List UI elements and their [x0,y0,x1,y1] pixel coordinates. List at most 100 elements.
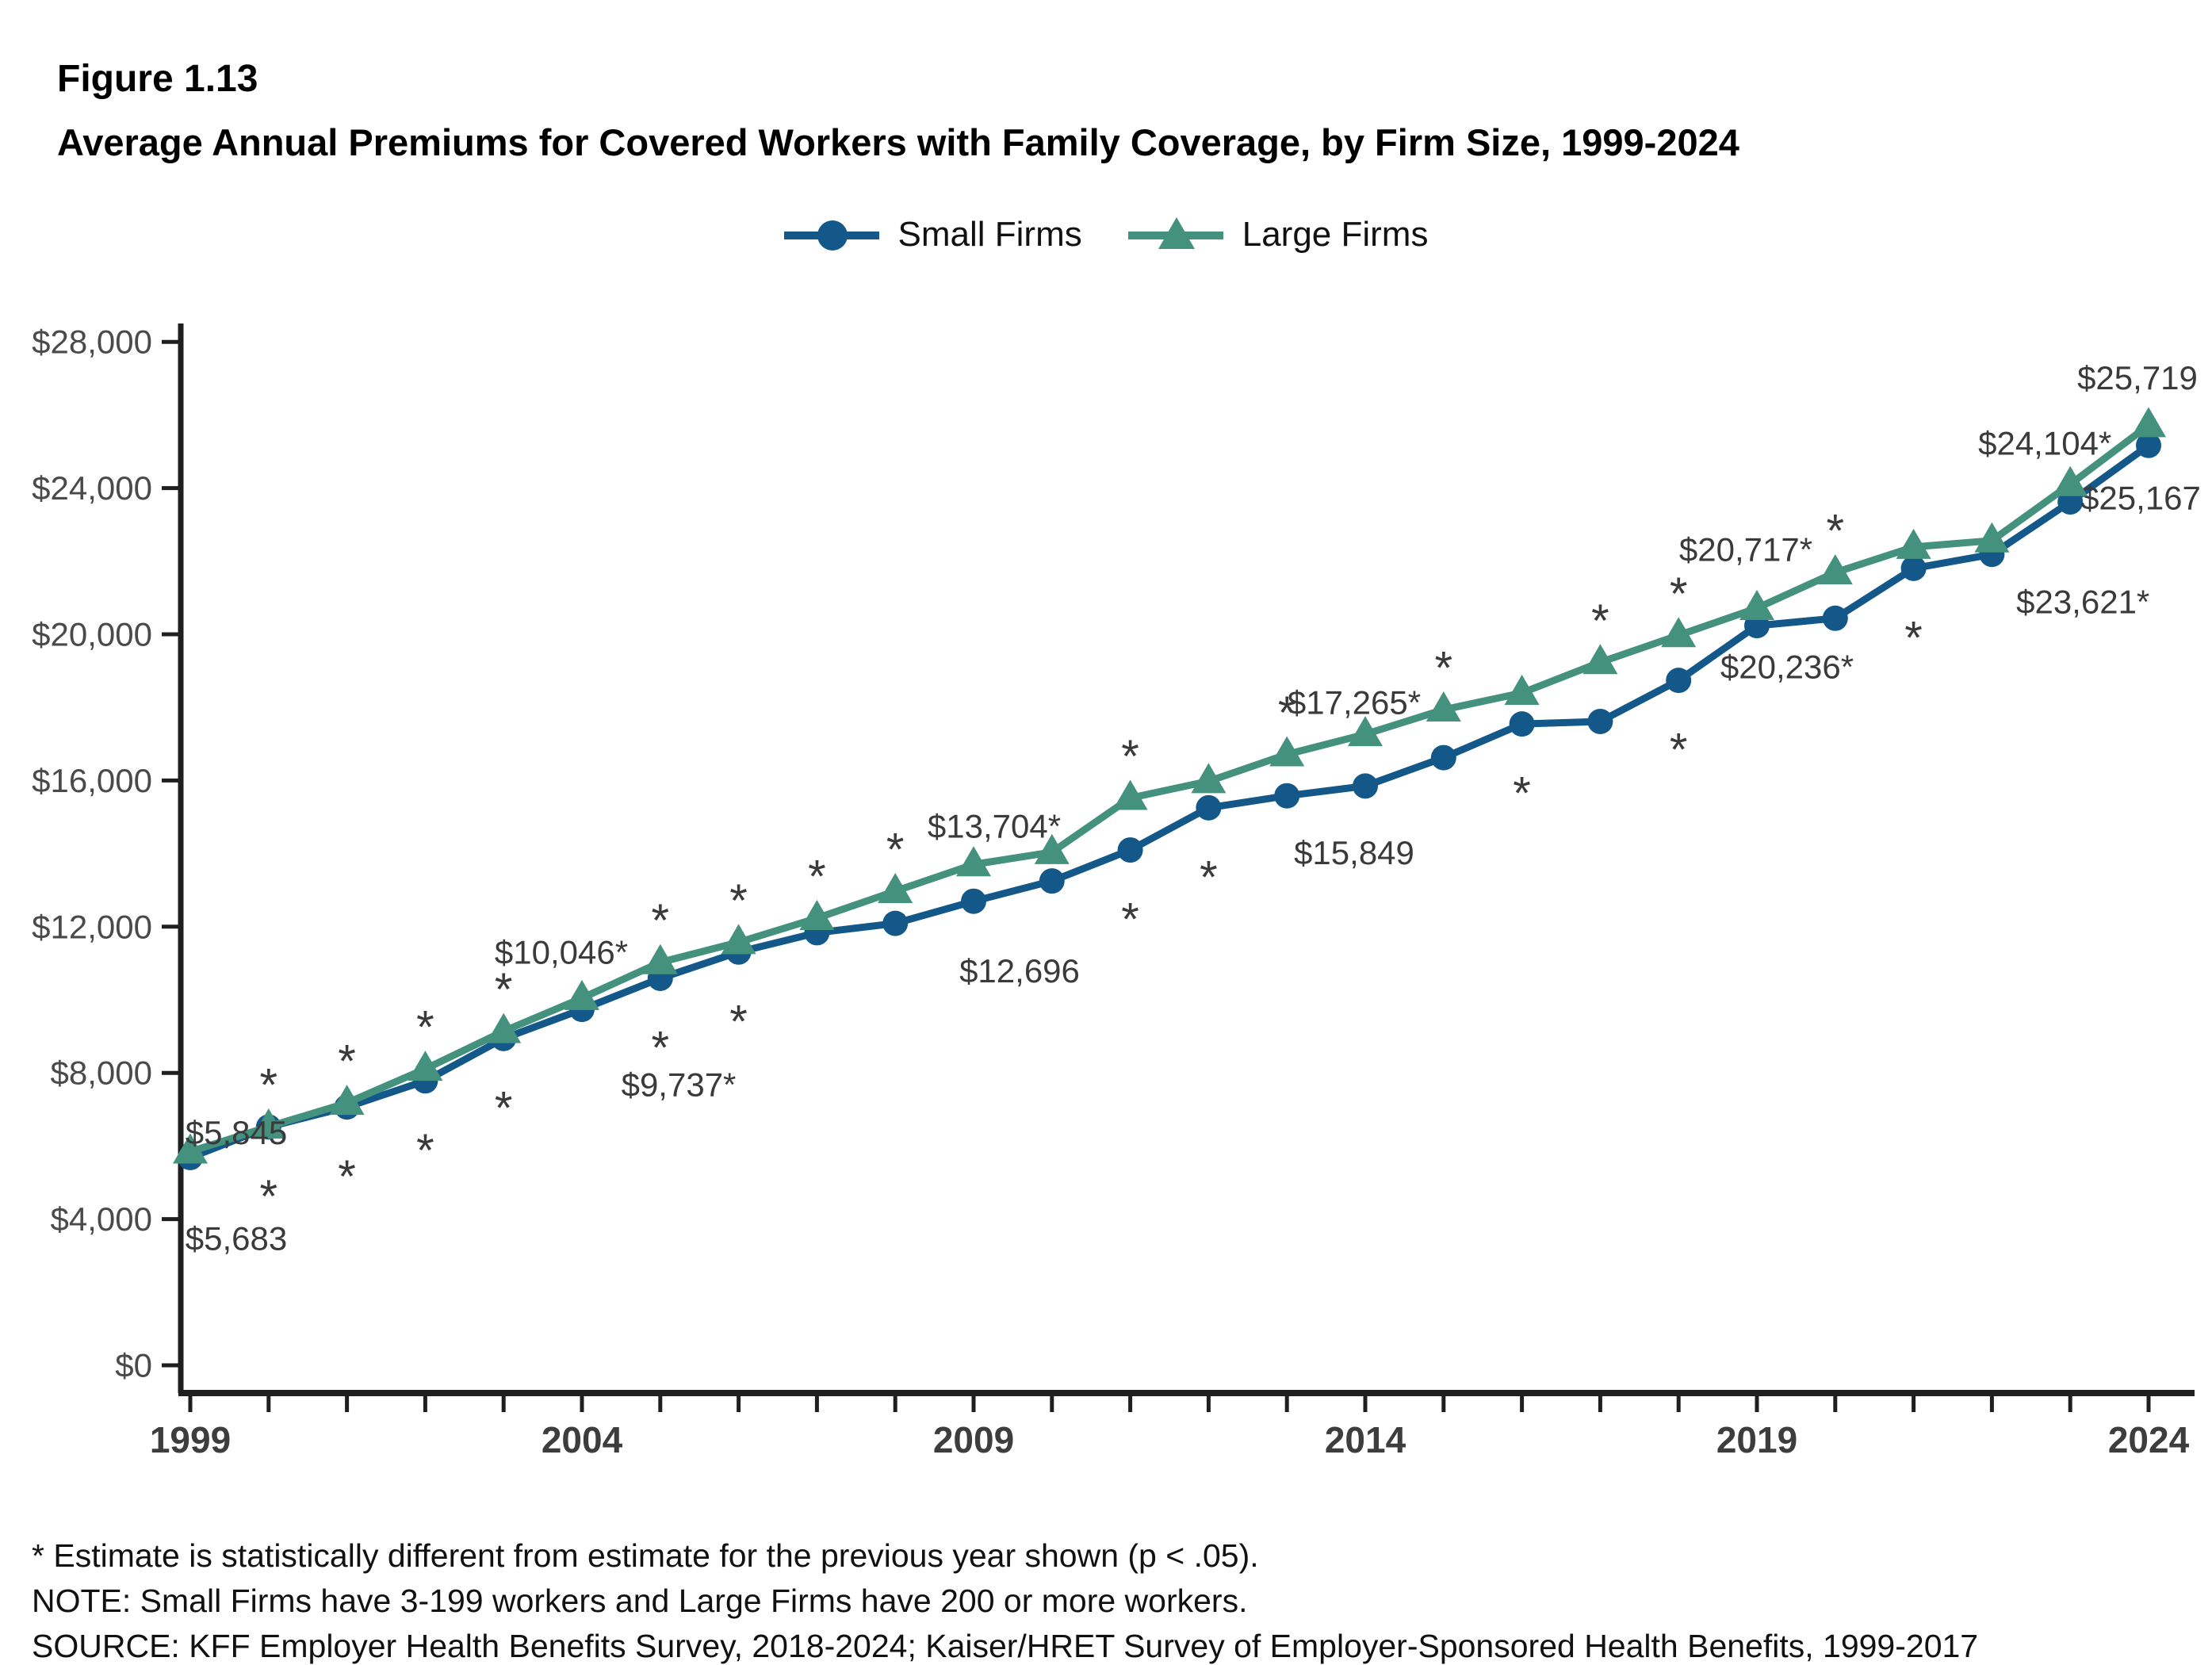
significance-asterisk-large-firms: * [416,1002,434,1054]
significance-asterisk-large-firms: * [1670,568,1688,620]
data-point-large-firms [173,1133,208,1164]
significance-asterisk-small-firms: * [729,996,748,1047]
point-label-small-firms: $5,683 [186,1220,287,1257]
series-line-small-firms [186,442,2153,1162]
page-title: Average Annual Premiums for Covered Work… [57,121,1739,163]
x-axis-tick-label: 2009 [933,1419,1014,1460]
point-label-small-firms: $12,696 [959,952,1080,989]
data-point-small-firms [1822,605,1848,631]
significance-asterisk-large-firms: * [1435,643,1453,695]
y-axis-tick-label: $0 [115,1347,152,1384]
significance-asterisk-large-firms: * [1121,731,1139,783]
data-point-large-firms [1974,522,2010,553]
data-point-small-firms [1587,708,1613,734]
significance-asterisk-small-firms: * [1513,768,1531,820]
significance-asterisk-large-firms: * [1591,595,1609,647]
significance-asterisk-large-firms: * [1827,506,1845,557]
data-point-small-firms [1353,773,1378,799]
legend-item-small-firms: Small Firms [783,212,1082,257]
data-point-small-firms [1039,868,1065,894]
data-point-large-firms [1269,736,1305,767]
point-label-large-firms: $13,704* [928,808,1061,845]
large-firms-line-triangle-icon [1127,212,1223,257]
point-label-small-firms: $20,236* [1720,649,1854,686]
data-point-large-firms [1582,644,1618,675]
point-label-large-firms: $5,845 [186,1114,287,1151]
data-point-large-firms [1191,763,1227,794]
significance-asterisk-large-firms: * [729,875,748,927]
y-axis-tick-label: $12,000 [32,908,152,945]
data-point-large-firms [956,846,991,877]
y-axis-tick-label: $16,000 [32,762,152,799]
point-label-large-firms: $20,717* [1679,530,1812,568]
footnote-source: SOURCE: KFF Employer Health Benefits Sur… [32,1628,1979,1664]
data-point-large-firms [408,1051,443,1081]
large-firms-legend-triangle [1158,217,1195,249]
significance-asterisk-large-firms: * [1278,687,1296,739]
data-point-small-firms [2136,432,2161,458]
data-point-large-firms [1112,779,1148,810]
significance-asterisk-small-firms: * [416,1125,434,1177]
chart-legend: Small Firms Large Firms [0,212,2212,257]
significance-asterisk-small-firms: * [1200,852,1218,903]
significance-asterisk-large-firms: * [652,895,670,947]
significance-asterisk-small-firms: * [338,1151,356,1203]
data-point-small-firms [1430,744,1456,771]
data-point-large-firms [1426,691,1461,722]
data-point-small-firms [1274,783,1300,809]
data-point-small-firms [961,888,986,914]
series-line-large-firms [186,421,2153,1156]
point-label-large-firms: $17,265* [1288,684,1421,722]
significance-asterisk-small-firms: * [495,1082,513,1134]
data-point-large-firms [329,1085,365,1116]
data-point-large-firms [642,944,678,974]
point-label-small-firms: $9,737* [622,1066,737,1104]
x-axis-tick-label: 1999 [150,1419,231,1460]
data-point-small-firms [882,910,909,936]
significance-asterisk-small-firms: * [260,1171,278,1223]
data-point-small-firms [1117,837,1143,863]
legend-label-large-firms: Large Firms [1242,215,1429,254]
data-point-large-firms [486,1012,522,1043]
data-point-small-firms [1196,794,1222,821]
x-axis-tick-label: 2004 [542,1419,623,1460]
point-label-small-firms: $15,849 [1294,834,1414,871]
data-point-large-firms [878,872,913,903]
data-point-small-firms [1509,711,1535,737]
significance-asterisk-large-firms: * [495,964,513,1016]
data-point-large-firms [1896,528,1931,559]
data-point-small-firms [1900,555,1927,581]
legend-label-small-firms: Small Firms [897,215,1082,254]
significance-asterisk-large-firms: * [338,1036,356,1088]
significance-asterisk-small-firms: * [1670,725,1688,776]
data-point-large-firms [2131,407,2166,438]
data-point-large-firms [2053,465,2088,496]
data-point-large-firms [564,979,599,1010]
figure-number: Figure 1.13 [57,58,258,100]
y-axis-tick-label: $24,000 [32,469,152,507]
footnote-asterisk: * Estimate is statistically different fr… [32,1537,1259,1574]
significance-asterisk-small-firms: * [1904,612,1923,664]
y-axis-tick-label: $4,000 [51,1200,152,1238]
data-point-large-firms [1348,716,1383,747]
data-point-large-firms [1661,617,1697,648]
point-label-small-firms: $25,167 [2080,479,2201,516]
data-point-large-firms [1817,554,1853,585]
small-firms-legend-dot [817,220,848,251]
significance-asterisk-large-firms: * [260,1060,278,1112]
significance-asterisk-large-firms: * [886,824,905,875]
footnotes: * Estimate is statistically different fr… [32,1533,1978,1665]
x-axis-tick-label: 2024 [2108,1419,2190,1460]
y-axis-tick-label: $20,000 [32,616,152,653]
point-label-large-firms: $25,719 [2077,359,2198,396]
data-point-large-firms [1504,674,1540,705]
significance-asterisk-small-firms: * [652,1022,670,1074]
significance-asterisk-large-firms: * [808,852,826,903]
data-point-small-firms [1666,668,1692,694]
point-label-large-firms: $10,046* [495,933,628,970]
data-point-large-firms [1034,833,1070,864]
point-label-small-firms: $23,621* [2016,584,2149,621]
data-point-large-firms [251,1108,286,1139]
